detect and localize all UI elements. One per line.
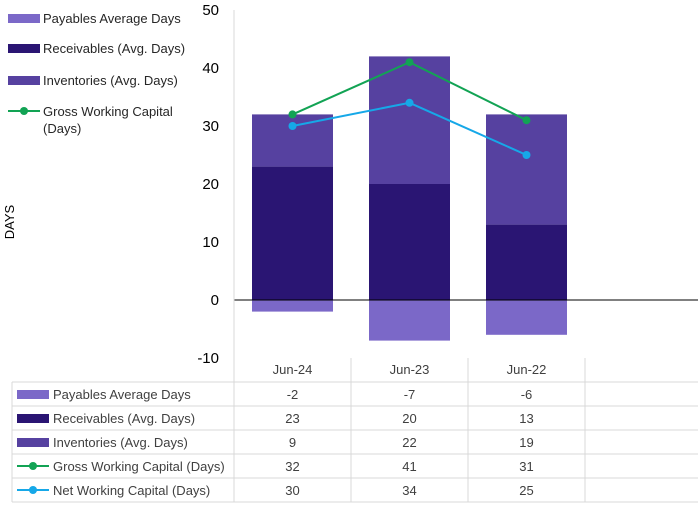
legend-swatch bbox=[8, 44, 40, 53]
y-tick-label: 10 bbox=[202, 234, 219, 251]
bar-payables-average-days-jun-24 bbox=[252, 300, 333, 312]
y-tick-label: 20 bbox=[202, 176, 219, 193]
plot-area bbox=[234, 10, 698, 358]
table-row-swatch-marker bbox=[29, 462, 37, 470]
table-cell-value: 9 bbox=[289, 435, 296, 450]
table-header-jun-22: Jun-22 bbox=[507, 362, 547, 377]
table-cell-value: 31 bbox=[519, 459, 533, 474]
table-cell-value: 20 bbox=[402, 411, 416, 426]
table-row: Net Working Capital (Days) 30 34 25 bbox=[17, 483, 534, 498]
table-cell-value: 19 bbox=[519, 435, 533, 450]
bar-inventories-avg-days-jun-22 bbox=[486, 114, 567, 225]
y-tick-label: 30 bbox=[202, 118, 219, 135]
table-cell-value: -6 bbox=[521, 387, 533, 402]
table-cell-value: -7 bbox=[404, 387, 416, 402]
point-gross-working-capital-days-jun-24 bbox=[288, 110, 297, 119]
legend-swatch bbox=[8, 76, 40, 85]
y-tick-label: -10 bbox=[197, 350, 219, 367]
bar-payables-average-days-jun-22 bbox=[486, 300, 567, 335]
point-net-working-capital-days-jun-22 bbox=[522, 151, 531, 159]
table-row-swatch bbox=[17, 390, 49, 399]
table-row-swatch bbox=[17, 414, 49, 423]
legend-label: Payables Average Days bbox=[43, 11, 181, 26]
table-cell-value: 13 bbox=[519, 411, 533, 426]
point-net-working-capital-days-jun-23 bbox=[405, 98, 414, 107]
y-tick-label: 0 bbox=[211, 292, 219, 309]
bar-receivables-avg-days-jun-22 bbox=[486, 224, 567, 300]
table-header-jun-24: Jun-24 bbox=[273, 362, 313, 377]
table-row-label: Gross Working Capital (Days) bbox=[53, 459, 225, 474]
table-cell-value: 41 bbox=[402, 459, 416, 474]
table-row: Inventories (Avg. Days) 9 22 19 bbox=[17, 435, 534, 450]
y-tick-label: 50 bbox=[202, 2, 219, 19]
table-header-jun-23: Jun-23 bbox=[390, 362, 430, 377]
y-axis: 50 40 30 20 10 0 -10 bbox=[197, 2, 698, 367]
data-table: Jun-24 Jun-23 Jun-22 Payables Average Days -… bbox=[11, 358, 698, 503]
legend-item: Gross Working Capital (Days) bbox=[8, 104, 173, 136]
table-row-label: Payables Average Days bbox=[53, 387, 191, 402]
legend-swatch-marker bbox=[20, 107, 28, 115]
table-row-swatch bbox=[17, 438, 49, 447]
table-row-label: Inventories (Avg. Days) bbox=[53, 435, 188, 450]
point-gross-working-capital-days-jun-22 bbox=[522, 116, 531, 125]
point-gross-working-capital-days-jun-23 bbox=[405, 58, 414, 67]
y-tick-label: 40 bbox=[202, 60, 219, 77]
table-row-swatch-marker bbox=[29, 486, 37, 494]
table-cell-value: 34 bbox=[402, 483, 416, 498]
table-cell-value: 22 bbox=[402, 435, 416, 450]
bar-inventories-avg-days-jun-23 bbox=[369, 56, 450, 184]
legend-label: Receivables (Avg. Days) bbox=[43, 41, 185, 56]
legend-label: Inventories (Avg. Days) bbox=[43, 73, 178, 88]
legend-item: Payables Average Days bbox=[8, 11, 181, 26]
legend-item: Inventories (Avg. Days) bbox=[8, 73, 178, 88]
legend-item: Receivables (Avg. Days) bbox=[8, 41, 185, 56]
table-row: Gross Working Capital (Days) 32 41 31 bbox=[17, 459, 534, 474]
table-row: Receivables (Avg. Days) 23 20 13 bbox=[17, 411, 534, 426]
legend: Payables Average Days Receivables (Avg. D… bbox=[8, 11, 185, 136]
bar-receivables-avg-days-jun-24 bbox=[252, 166, 333, 300]
bar-payables-average-days-jun-23 bbox=[369, 300, 450, 341]
table-row-label: Net Working Capital (Days) bbox=[53, 483, 210, 498]
table-cell-value: 25 bbox=[519, 483, 533, 498]
table-cell-value: 32 bbox=[285, 459, 299, 474]
bar-receivables-avg-days-jun-23 bbox=[369, 184, 450, 300]
table-cell-value: 23 bbox=[285, 411, 299, 426]
table-row-label: Receivables (Avg. Days) bbox=[53, 411, 195, 426]
table-cell-value: -2 bbox=[287, 387, 299, 402]
table-row: Payables Average Days -2 -7 -6 bbox=[17, 387, 532, 402]
legend-label: (Days) bbox=[43, 121, 81, 136]
legend-label: Gross Working Capital bbox=[43, 104, 173, 119]
point-net-working-capital-days-jun-24 bbox=[288, 122, 297, 130]
y-axis-title: DAYS bbox=[2, 204, 17, 239]
table-cell-value: 30 bbox=[285, 483, 299, 498]
legend-swatch bbox=[8, 14, 40, 23]
